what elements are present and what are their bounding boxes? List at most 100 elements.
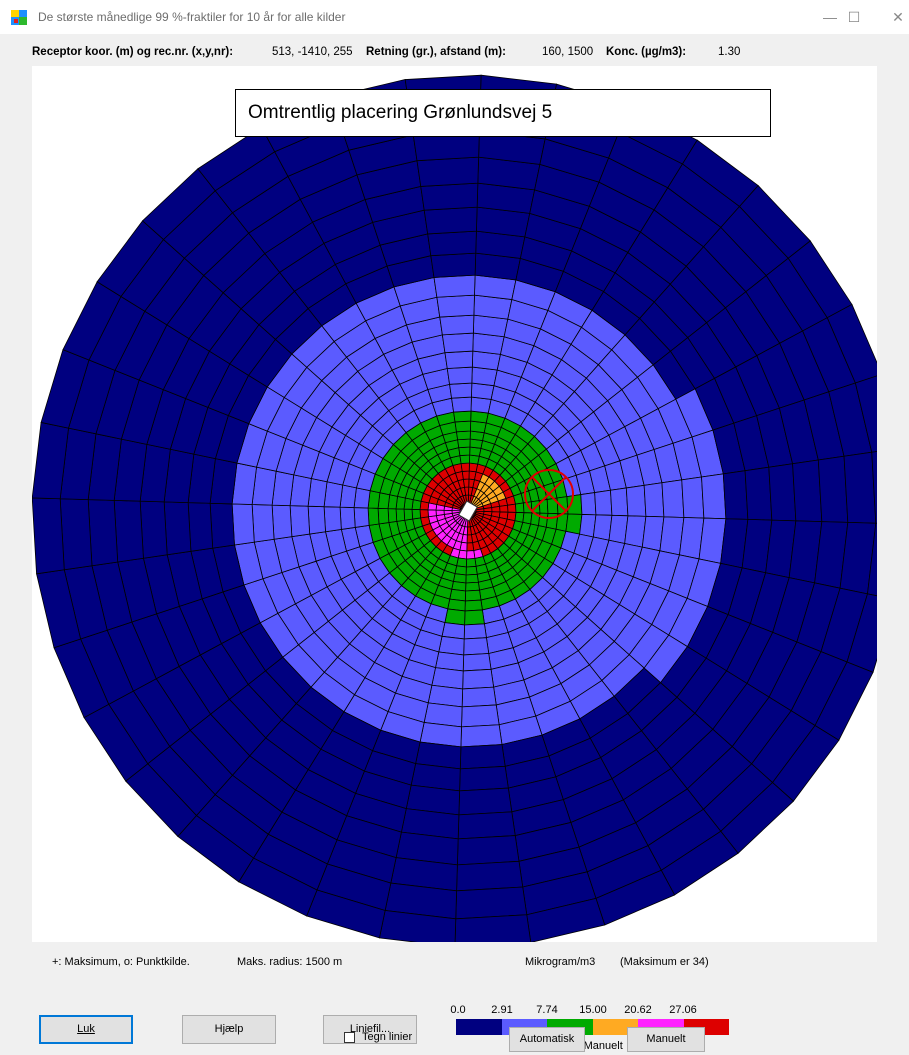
- grid-cell: [507, 503, 517, 513]
- concentration-label: Konc. (µg/m3):: [606, 46, 687, 58]
- grid-cell: [59, 498, 93, 571]
- line-file-button[interactable]: Liniefil...: [323, 1015, 417, 1044]
- grid-cell: [459, 765, 509, 792]
- legend-label: 20.62: [624, 1004, 652, 1016]
- legend-label: 7.74: [536, 1004, 558, 1016]
- grid-cell: [458, 787, 513, 816]
- grid-cell: [435, 509, 445, 517]
- grid-cell: [459, 744, 506, 770]
- window-title: De største månedlige 99 %-fraktiler for …: [38, 10, 346, 24]
- grid-cell: [843, 451, 877, 524]
- grid-cell: [353, 507, 370, 528]
- grid-cell: [460, 462, 470, 472]
- grid-cell: [465, 565, 478, 576]
- grid-cell: [163, 501, 192, 556]
- grid-cell: [466, 526, 472, 536]
- polar-grid-chart[interactable]: [32, 66, 877, 942]
- grid-cell: [792, 459, 823, 523]
- manual-scale-button[interactable]: Manuelt: [627, 1027, 705, 1052]
- grid-cell: [395, 508, 406, 522]
- grid-cell: [430, 252, 477, 278]
- grid-cell: [444, 350, 474, 369]
- minimize-button[interactable]: —: [823, 9, 837, 25]
- max-radius-text: Maks. radius: 1500 m: [237, 956, 343, 968]
- app-icon: [11, 10, 27, 25]
- grid-cell: [443, 509, 453, 515]
- grid-cell: [436, 294, 475, 318]
- receptor-label: Receptor koor. (m) og rec.nr. (x,y,nr):: [32, 46, 234, 58]
- grid-cell: [271, 504, 293, 540]
- grid-cell: [463, 637, 490, 656]
- maximize-button[interactable]: ☐: [847, 9, 861, 25]
- grid-cell: [453, 410, 472, 423]
- point-source-marker: [458, 500, 478, 522]
- grid-cell: [817, 455, 849, 523]
- grid-cell: [661, 479, 685, 518]
- grid-cell: [610, 487, 629, 517]
- grid-cell: [491, 505, 501, 513]
- legend-label: 0.0: [450, 1004, 466, 1016]
- grid-cell: [466, 534, 474, 544]
- receptor-marker-circle: [524, 469, 574, 519]
- grid-cell: [419, 509, 429, 519]
- grid-cell: [454, 914, 532, 942]
- grid-cell: [464, 486, 470, 496]
- grid-cell: [464, 589, 482, 602]
- grid-cell: [462, 478, 470, 488]
- grid-cell: [451, 396, 472, 413]
- draw-lines-checkbox[interactable]: [344, 1032, 355, 1043]
- direction-value: 160, 1500: [542, 46, 594, 58]
- grid-cell: [459, 454, 471, 464]
- grid-cell: [439, 314, 475, 336]
- grid-cell: [411, 508, 421, 520]
- grid-cell: [457, 811, 516, 840]
- legend-label: 27.06: [669, 1004, 697, 1016]
- grid-cell: [458, 446, 471, 457]
- concentration-plot[interactable]: Omtrentlig placering Grønlundsvej 5: [32, 66, 877, 942]
- grid-cell: [454, 420, 472, 433]
- automatic-button-label: Automatisk: [519, 1033, 575, 1045]
- grid-cell: [32, 497, 65, 575]
- title-bar: De største månedlige 99 %-fraktiler for …: [0, 0, 909, 34]
- grid-cell: [744, 466, 773, 521]
- help-button-label: Hjælp: [214, 1023, 244, 1035]
- grid-cell: [461, 470, 470, 480]
- grid-cell: [456, 430, 471, 441]
- grid-cell: [441, 332, 474, 354]
- grid-cell: [423, 206, 478, 235]
- grid-cell: [456, 835, 520, 866]
- grid-cell: [307, 505, 326, 535]
- grid-cell: [768, 463, 797, 522]
- grid-cell: [499, 504, 509, 513]
- grid-cell: [566, 494, 583, 515]
- grid-cell: [433, 274, 476, 298]
- grid-cell: [209, 502, 235, 549]
- legend-swatch: [456, 1019, 502, 1035]
- help-button[interactable]: Hjælp: [182, 1015, 276, 1044]
- direction-label: Retning (gr.), afstand (m):: [366, 46, 506, 58]
- grid-cell: [339, 506, 356, 530]
- receptor-info-bar: Receptor koor. (m) og rec.nr. (x,y,nr): …: [0, 42, 909, 62]
- grid-cell: [465, 558, 477, 568]
- grid-cell: [515, 502, 525, 514]
- legend-swatch: [592, 1019, 638, 1035]
- grid-cell: [461, 686, 497, 708]
- grid-cell: [251, 504, 275, 543]
- grid-cell: [403, 508, 414, 521]
- manual-button-label: Manuelt: [646, 1033, 686, 1045]
- marker-legend-text: +: Maksimum, o: Punktkilde.: [52, 956, 190, 968]
- grid-cell: [455, 886, 528, 920]
- grid-cell: [387, 508, 398, 523]
- grid-cell: [427, 509, 437, 518]
- close-window-button[interactable]: ✕: [892, 9, 904, 25]
- grid-cell: [367, 507, 380, 526]
- grid-cell: [449, 382, 473, 399]
- close-button[interactable]: Luk: [39, 1015, 133, 1044]
- automatic-scale-button[interactable]: Automatisk: [509, 1027, 585, 1052]
- grid-cell: [465, 573, 479, 584]
- grid-cell: [681, 476, 705, 519]
- grid-cell: [464, 609, 485, 626]
- grid-cell: [231, 503, 255, 546]
- grid-cell: [420, 182, 479, 211]
- grid-cell: [457, 438, 471, 449]
